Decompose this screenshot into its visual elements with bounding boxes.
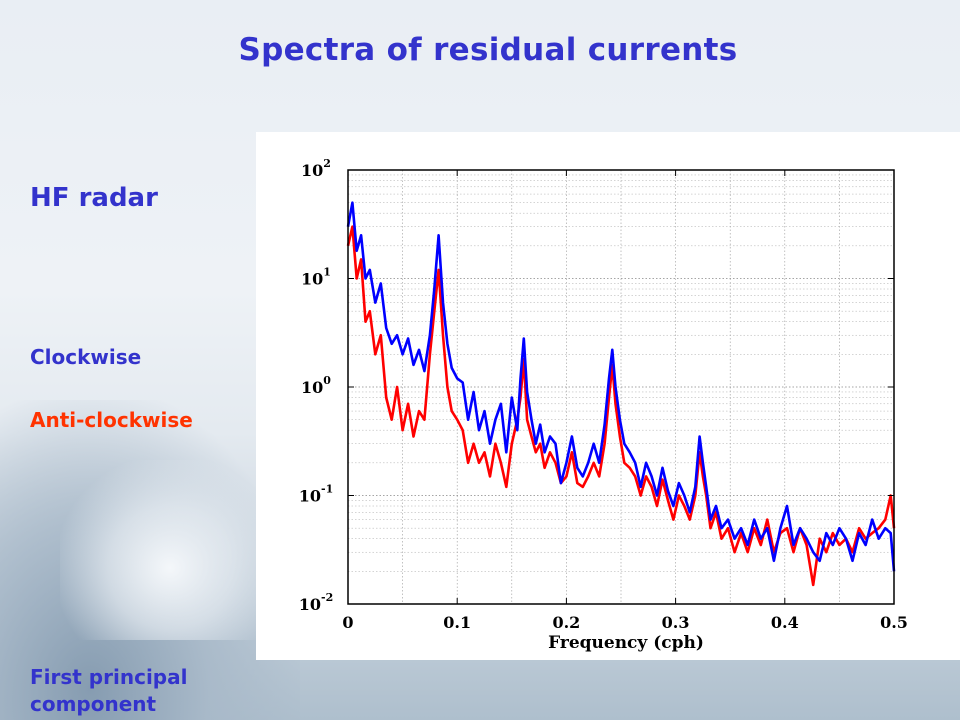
legend-clockwise-label: Clockwise [30, 345, 142, 369]
y-tick-label: 102 [301, 157, 331, 180]
x-tick-label: 0.3 [662, 613, 690, 632]
y-tick-label: 10-1 [299, 483, 334, 506]
x-axis-label: Frequency (cph) [548, 633, 704, 653]
chart-grid [348, 170, 894, 604]
x-tick-label: 0 [342, 613, 353, 632]
y-tick-label: 100 [301, 374, 331, 397]
x-tick-label: 0.5 [880, 613, 908, 632]
chart-panel: 0 0.1 0.2 0.3 0.4 0.5 102 101 100 10-1 10-2 Freque… [256, 132, 960, 660]
x-tick-label: 0.2 [552, 613, 580, 632]
series-line-anti-clockwise [346, 225, 896, 587]
y-tick-label: 10-2 [299, 591, 334, 614]
legend-anticlockwise-label: Anti-clockwise [30, 408, 193, 432]
component-label: First principal component [30, 665, 188, 716]
chart-series [346, 201, 896, 587]
background-wave-crest [60, 460, 280, 640]
slide-title: Spectra of residual currents [238, 32, 738, 68]
spectrum-chart: 0 0.1 0.2 0.3 0.4 0.5 102 101 100 10-1 10-2 Freque… [299, 157, 908, 653]
x-tick-label: 0.4 [771, 613, 799, 632]
x-tick-label: 0.1 [443, 613, 471, 632]
source-label: HF radar [30, 183, 158, 213]
series-line-clockwise [346, 201, 896, 572]
chart-ticks: 0 0.1 0.2 0.3 0.4 0.5 102 101 100 10-1 10-2 [299, 157, 908, 632]
y-tick-label: 101 [301, 266, 331, 289]
